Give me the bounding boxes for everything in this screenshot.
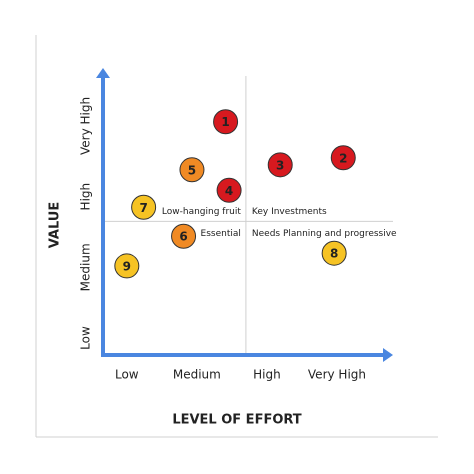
point-label: 5 xyxy=(188,163,196,177)
x-tick-label: Very High xyxy=(308,368,366,382)
point-label: 1 xyxy=(221,115,229,129)
point xyxy=(131,194,157,220)
point xyxy=(267,152,293,178)
point-label: 8 xyxy=(330,247,338,261)
point-label: 6 xyxy=(179,230,187,244)
point xyxy=(321,240,347,266)
point-label: 4 xyxy=(225,184,233,198)
point-label: 3 xyxy=(276,158,284,172)
x-tick-label: Medium xyxy=(173,368,221,382)
quadrant-label: Needs Planning and progressive xyxy=(252,229,397,239)
x-axis-label: LEVEL OF EFFORT xyxy=(172,413,301,428)
y-tick-label: Low xyxy=(79,326,93,350)
point xyxy=(179,157,205,183)
point xyxy=(114,253,140,279)
quadrant-label: Low-hanging fruit xyxy=(162,207,241,217)
point-label: 9 xyxy=(123,259,131,273)
point xyxy=(330,145,356,171)
point-label: 2 xyxy=(339,151,347,165)
y-tick-label: Medium xyxy=(79,243,93,291)
y-tick-label: Very High xyxy=(79,97,93,155)
point xyxy=(171,223,197,249)
x-tick-label: High xyxy=(253,368,281,382)
point xyxy=(216,177,242,203)
x-axis-arrow xyxy=(383,348,393,362)
x-tick-label: Low xyxy=(115,368,139,382)
y-tick-label: High xyxy=(79,183,93,211)
quadrant-label: Essential xyxy=(201,229,241,239)
quadrant-label: Key Investments xyxy=(252,207,327,217)
y-axis-label: VALUE xyxy=(48,202,63,249)
y-axis-arrow xyxy=(96,68,110,78)
point xyxy=(213,109,239,135)
point-label: 7 xyxy=(139,201,147,215)
